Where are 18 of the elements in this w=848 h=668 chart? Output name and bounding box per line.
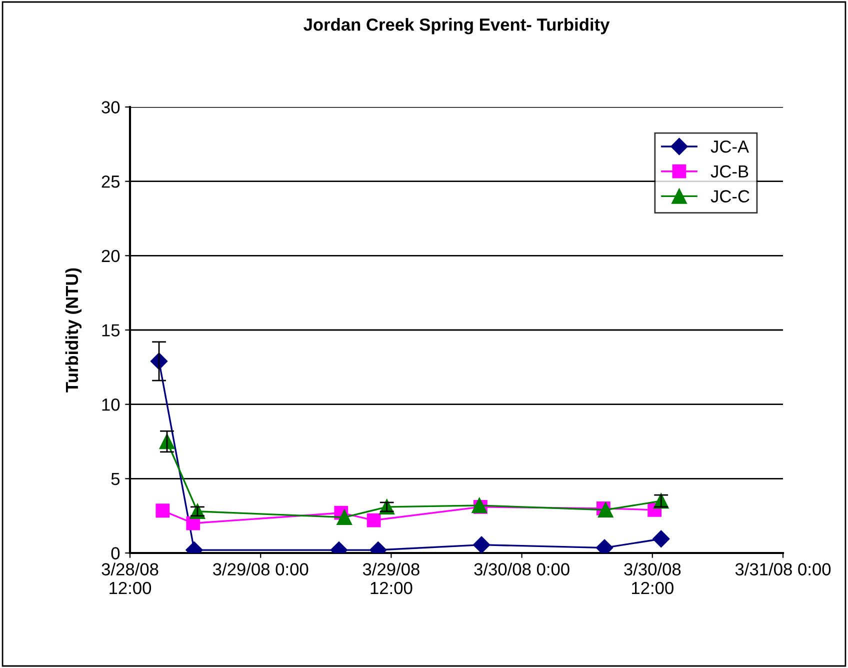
- y-tick-label: 25: [102, 176, 120, 188]
- x-tick-label: 3/29/08 12:00: [362, 562, 420, 594]
- y-tick-label: 30: [102, 101, 120, 114]
- y-axis-title: Turbidity (NTU): [65, 268, 82, 392]
- legend-label: JC-C: [710, 190, 750, 202]
- x-tick-label: 3/30/08 0:00: [474, 562, 570, 576]
- x-tick-label: 3/30/08 12:00: [624, 562, 681, 594]
- x-tick-label: 3/31/08 0:00: [735, 562, 831, 576]
- legend-label: JC-B: [710, 165, 748, 178]
- y-tick-label: 20: [102, 250, 120, 262]
- chart-title: Jordan Creek Spring Event- Turbidity: [304, 18, 610, 34]
- x-tick-label: 3/29/08 0:00: [213, 562, 308, 576]
- y-tick-label: 10: [102, 398, 120, 411]
- y-tick-label: 15: [102, 324, 120, 336]
- y-tick-label: 5: [111, 473, 120, 486]
- x-tick-label: 3/28/08 12:00: [102, 562, 158, 594]
- legend-label: JC-A: [710, 140, 750, 153]
- y-tick-label: 0: [111, 547, 120, 560]
